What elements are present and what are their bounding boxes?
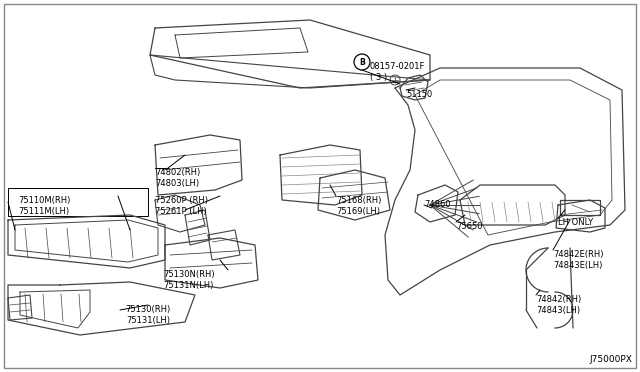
Text: 08157-0201F
( 3 ): 08157-0201F ( 3 ): [370, 62, 426, 82]
Text: 75650: 75650: [456, 222, 483, 231]
Text: 74842E(RH)
74843E(LH): 74842E(RH) 74843E(LH): [553, 250, 604, 270]
Text: 75260P (RH)
75261P (LH): 75260P (RH) 75261P (LH): [155, 196, 208, 216]
Text: 75168(RH)
75169(LH): 75168(RH) 75169(LH): [336, 196, 381, 216]
Bar: [8, 188, 148, 216]
Text: LH ONLY: LH ONLY: [558, 218, 593, 227]
Text: B: B: [359, 58, 365, 67]
Text: 51150: 51150: [406, 90, 432, 99]
Text: J75000PX: J75000PX: [589, 355, 632, 364]
Text: 74860: 74860: [424, 200, 451, 209]
Text: 75130(RH)
75131(LH): 75130(RH) 75131(LH): [125, 305, 171, 325]
Text: 75110M(RH)
75111M(LH): 75110M(RH) 75111M(LH): [18, 196, 70, 216]
Text: 74802(RH)
74803(LH): 74802(RH) 74803(LH): [155, 168, 200, 188]
Text: 75130N(RH)
75131N(LH): 75130N(RH) 75131N(LH): [163, 270, 214, 290]
Text: 74842(RH)
74843(LH): 74842(RH) 74843(LH): [536, 295, 581, 315]
